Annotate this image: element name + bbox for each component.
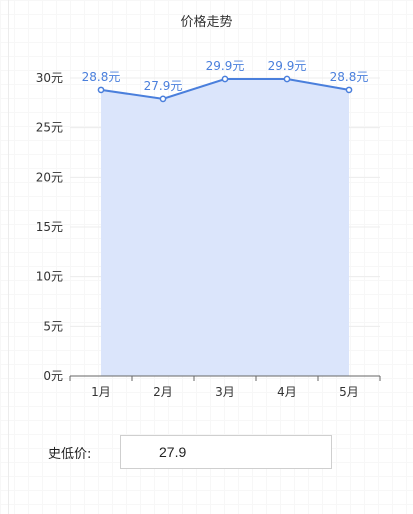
data-label: 29.9元 <box>206 59 245 73</box>
data-point <box>345 86 353 94</box>
data-point <box>159 95 167 103</box>
x-tick-label: 2月 <box>153 385 173 399</box>
data-point <box>283 75 291 83</box>
x-tick-label: 5月 <box>339 385 359 399</box>
y-tick-label: 30元 <box>36 71 63 85</box>
lowest-price-label: 史低价: <box>48 446 92 462</box>
data-point <box>97 86 105 94</box>
price-trend-chart: 0元 5元 10元 15元 20元 25元 30元 1月 2月 3月 4月 5月 28.8元 27.9… <box>36 59 381 399</box>
data-point <box>221 75 229 83</box>
x-tick-label: 4月 <box>277 385 297 399</box>
y-tick-label: 25元 <box>36 121 63 135</box>
x-tick-label: 1月 <box>91 385 111 399</box>
data-label: 28.8元 <box>82 70 121 84</box>
y-tick-label: 15元 <box>36 220 63 234</box>
data-label: 27.9元 <box>144 79 183 93</box>
x-tick-label: 3月 <box>215 385 235 399</box>
lowest-price-input[interactable] <box>120 435 332 469</box>
area-fill-shape <box>101 78 349 376</box>
lowest-price-row: 史低价: <box>48 434 332 470</box>
series-line <box>97 75 353 103</box>
x-tick-labels: 1月 2月 3月 4月 5月 <box>91 385 359 399</box>
axes <box>69 375 381 381</box>
y-tick-label: 0元 <box>43 369 63 383</box>
data-label: 28.8元 <box>330 70 369 84</box>
chart-title: 价格走势 <box>180 15 233 30</box>
y-tick-labels: 0元 5元 10元 15元 20元 25元 30元 <box>36 71 63 383</box>
left-divider <box>8 0 9 514</box>
y-tick-label: 10元 <box>36 270 63 284</box>
y-tick-label: 20元 <box>36 170 63 184</box>
area-fill <box>101 78 349 376</box>
data-labels: 28.8元 27.9元 29.9元 29.9元 28.8元 <box>82 59 369 93</box>
data-label: 29.9元 <box>268 59 307 73</box>
y-tick-label: 5元 <box>43 319 63 333</box>
